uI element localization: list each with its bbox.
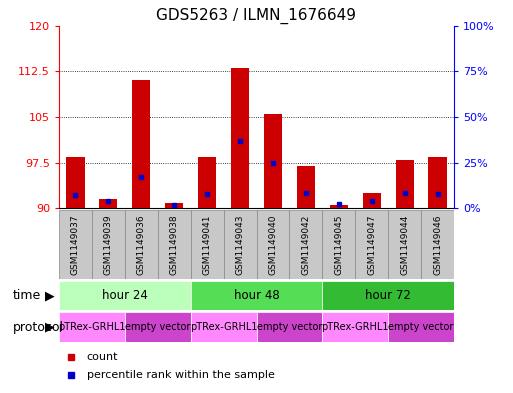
Text: protocol: protocol (13, 321, 64, 334)
Bar (297, 165, 315, 208)
Bar (330, 205, 348, 208)
Bar (322, 312, 388, 342)
Bar (355, 210, 388, 279)
Text: empty vector: empty vector (388, 322, 454, 332)
Text: empty vector: empty vector (125, 322, 190, 332)
Bar (388, 210, 421, 279)
Text: GSM1149041: GSM1149041 (203, 215, 212, 275)
Text: ▶: ▶ (45, 321, 54, 334)
Text: ▶: ▶ (45, 289, 54, 302)
Bar (256, 312, 322, 342)
Bar (191, 281, 322, 310)
Text: GSM1149046: GSM1149046 (433, 215, 442, 275)
Text: hour 24: hour 24 (102, 289, 148, 302)
Bar (231, 68, 249, 208)
Text: count: count (87, 352, 118, 362)
Bar (92, 210, 125, 279)
Text: GSM1149043: GSM1149043 (235, 215, 245, 275)
Bar (198, 156, 216, 208)
Bar (363, 193, 381, 208)
Bar (421, 210, 454, 279)
Text: GSM1149038: GSM1149038 (170, 214, 179, 275)
Bar (322, 281, 454, 310)
Text: pTRex-GRHL1: pTRex-GRHL1 (322, 322, 389, 332)
Bar (264, 114, 282, 208)
Bar (191, 210, 224, 279)
Title: GDS5263 / ILMN_1676649: GDS5263 / ILMN_1676649 (156, 8, 357, 24)
Bar (125, 210, 158, 279)
Text: GSM1149042: GSM1149042 (301, 215, 310, 275)
Text: hour 72: hour 72 (365, 289, 411, 302)
Bar (158, 210, 191, 279)
Bar (59, 281, 191, 310)
Text: percentile rank within the sample: percentile rank within the sample (87, 370, 274, 380)
Bar (165, 204, 183, 208)
Text: GSM1149039: GSM1149039 (104, 214, 113, 275)
Bar (59, 210, 92, 279)
Bar (66, 156, 85, 208)
Bar (289, 210, 322, 279)
Bar (132, 80, 150, 208)
Text: pTRex-GRHL1: pTRex-GRHL1 (58, 322, 126, 332)
Text: GSM1149037: GSM1149037 (71, 214, 80, 275)
Bar (191, 312, 256, 342)
Text: time: time (13, 289, 41, 302)
Bar (388, 312, 454, 342)
Text: GSM1149045: GSM1149045 (334, 215, 343, 275)
Text: empty vector: empty vector (256, 322, 322, 332)
Bar (100, 199, 117, 208)
Bar (224, 210, 256, 279)
Text: GSM1149044: GSM1149044 (400, 215, 409, 275)
Bar (428, 156, 447, 208)
Text: GSM1149047: GSM1149047 (367, 215, 376, 275)
Bar (59, 312, 125, 342)
Bar (396, 160, 413, 208)
Text: GSM1149036: GSM1149036 (137, 214, 146, 275)
Text: hour 48: hour 48 (233, 289, 280, 302)
Bar (125, 312, 191, 342)
Bar (256, 210, 289, 279)
Text: GSM1149040: GSM1149040 (268, 215, 278, 275)
Bar (322, 210, 355, 279)
Text: pTRex-GRHL1: pTRex-GRHL1 (190, 322, 258, 332)
